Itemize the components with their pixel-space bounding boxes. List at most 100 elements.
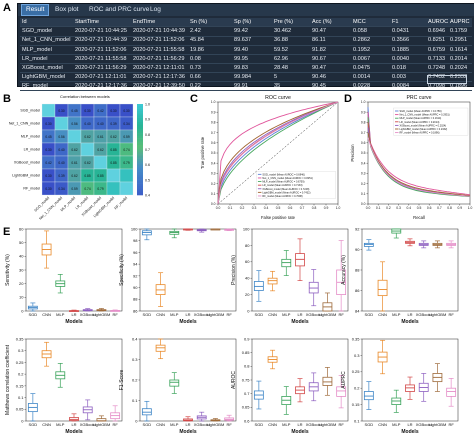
legend-entry: LR_model (Mean AUROC = 0.7133) (262, 184, 302, 187)
x-tick-label: 0.3 (396, 206, 401, 210)
table-row[interactable]: MLP_model 2020-07-21 11:52:06 2020-07-21 1… (20, 46, 472, 55)
x-tick-label: LightGBM (207, 312, 225, 317)
heatmap-cell (80, 142, 95, 157)
curve-series-line (217, 101, 339, 205)
tab-log[interactable]: Log (150, 6, 161, 13)
panel-label-b: B (3, 93, 11, 105)
x-tick-label: MLP (56, 422, 65, 427)
table-cell: 2020-07-21 12:17:36 (75, 82, 127, 89)
colorbar-segment (137, 115, 143, 118)
table-cell: MLP_model (22, 46, 52, 53)
table-cell: 0.0067 (353, 55, 371, 62)
column-header[interactable]: Acc (%) (312, 19, 332, 25)
y-tick-label: 84 (355, 308, 360, 313)
colorbar-segment (137, 147, 143, 150)
heatmap-cell-value: 0.85 (97, 174, 103, 178)
heatmap-cell-value: 0.59 (123, 135, 129, 139)
table-row[interactable]: XGBoost_model 2020-07-21 11:56:29 2020-07-… (20, 64, 472, 74)
heatmap-row-label: XGBoost_model (14, 161, 40, 165)
y-tick-label: 0.3 (361, 172, 366, 176)
selected-cell[interactable] (427, 75, 467, 84)
table-cell: 30.462 (274, 28, 292, 35)
column-header[interactable]: StartTime (75, 19, 100, 25)
heatmap-cell-value: 0.61 (71, 161, 77, 165)
plot-frame (25, 228, 123, 312)
x-tick-label: LightGBM (429, 422, 447, 427)
column-header[interactable]: MCC (353, 19, 366, 25)
colorbar-segment (137, 108, 143, 112)
y-axis-label: Specificity (%) (119, 254, 125, 286)
table-cell: 0.0040 (392, 55, 410, 62)
table-cell: 91.82 (312, 46, 326, 53)
tab-result[interactable]: Result (21, 4, 50, 16)
heatmap-cell-value: 0.39 (58, 174, 64, 178)
heatmap-cell (106, 168, 121, 183)
boxplot-panel: 0 0.1 0.2 0.3 0.4 F1-Score SGD CNN MLP LR XGBoostL… (119, 336, 237, 435)
column-header[interactable]: Pre (%) (274, 19, 293, 25)
x-tick-label: LR (297, 312, 302, 317)
x-tick-label: MLP (392, 422, 401, 427)
y-tick-label: 0.15 (352, 402, 361, 407)
table-cell: LR_model (22, 55, 48, 62)
column-header[interactable]: F1 (392, 19, 399, 25)
y-tick-label: 60 (19, 227, 24, 231)
x-tick-label: 0.0 (216, 206, 221, 210)
colorbar-segment (137, 135, 143, 139)
legend-entry: RF_model (Mean AUROC = 0.7098) (262, 195, 302, 198)
x-tick-label: XGBoost (80, 312, 97, 317)
x-tick-label: LR (407, 422, 412, 427)
tab-roc-and-prc-curve[interactable]: ROC and PRC curve (89, 6, 150, 13)
table-cell: 0.058 (353, 28, 367, 35)
y-tick-label: 0.2 (132, 377, 138, 382)
column-header[interactable]: AUROC (428, 19, 449, 25)
colorbar-segment (137, 122, 143, 125)
heatmap-cell-value: 0.59 (71, 187, 77, 191)
table-row[interactable]: RF_model 2020-07-21 12:17:36 2020-07-21 12… (20, 82, 472, 92)
column-header[interactable]: Id (22, 19, 27, 25)
x-axis-label: False positive rate (261, 215, 296, 220)
x-tick-label: LightGBM (207, 422, 225, 427)
x-tick-label: LightGBM (319, 422, 337, 427)
y-tick-label: 0.5 (361, 151, 366, 155)
x-tick-label: MLP (282, 312, 291, 317)
colorbar-segment (137, 104, 143, 107)
x-tick-label: 0.0 (366, 206, 371, 210)
y-tick-label: 0.6 (361, 141, 366, 145)
boxplot-grid: 0 10 20 30 40 50 60 Sensitivity (%) SGD CNN MLP LR X… (5, 227, 459, 435)
table-row[interactable]: LightGBM_model 2020-07-21 12:11:01 2020-07… (20, 73, 472, 83)
x-tick-label: 0.5 (276, 206, 281, 210)
x-tick-label: CNN (268, 422, 277, 427)
box-iqr (336, 386, 347, 397)
y-tick-label: 0.05 (16, 407, 25, 412)
y-tick-label: 0.8 (361, 121, 366, 125)
plot-frame (139, 338, 237, 422)
tab-box-plot[interactable]: Box plot (55, 6, 79, 13)
table-row[interactable]: LR_model 2020-07-21 11:55:58 2020-07-21 11… (20, 55, 472, 64)
heatmap-cell-value: 0.34 (58, 187, 64, 191)
heatmap-cell (67, 129, 82, 144)
x-tick-label: RF (112, 312, 118, 317)
column-header[interactable]: AUPRC (450, 19, 470, 25)
column-header[interactable]: Sn (%) (190, 19, 208, 25)
table-cell: 0.0475 (353, 64, 371, 71)
y-tick-label: 100 (243, 227, 250, 231)
table-row[interactable]: SGD_model 2020-07-21 10:44:25 2020-07-21 1… (20, 27, 472, 37)
table-cell: 90.47 (312, 28, 326, 35)
x-tick-label: 0.6 (427, 206, 432, 210)
x-tick-label: RF (226, 422, 232, 427)
y-tick-label: 100 (131, 227, 138, 231)
legend-entry: LightGBM_model (Mean AUPRC = 0.2332) (400, 128, 448, 131)
column-header[interactable]: Sp (%) (234, 19, 252, 25)
x-tick-label: XGBoost (194, 422, 211, 427)
column-header[interactable]: EndTime (133, 19, 156, 25)
table-cell: 90.67 (312, 55, 326, 62)
heatmap-cell-value: 0.30 (84, 109, 90, 113)
colorbar-segment (137, 185, 143, 189)
y-tick-label: 0.3 (18, 348, 24, 353)
table-cell: 0.2024 (450, 64, 468, 71)
table-row[interactable]: Net_1_CNN_model 2020-07-21 10:44:39 2020-0… (20, 36, 472, 46)
boxplot-panel: 0.1 0.15 0.2 0.25 0.3 0.35 AUPRC SGD CNN MLP LR XGB… (341, 336, 459, 435)
x-tick-label: LR (71, 312, 76, 317)
legend-entry: SGD_model (Mean AUROC = 0.6946) (262, 173, 304, 176)
y-tick-label: 0.25 (16, 360, 25, 365)
